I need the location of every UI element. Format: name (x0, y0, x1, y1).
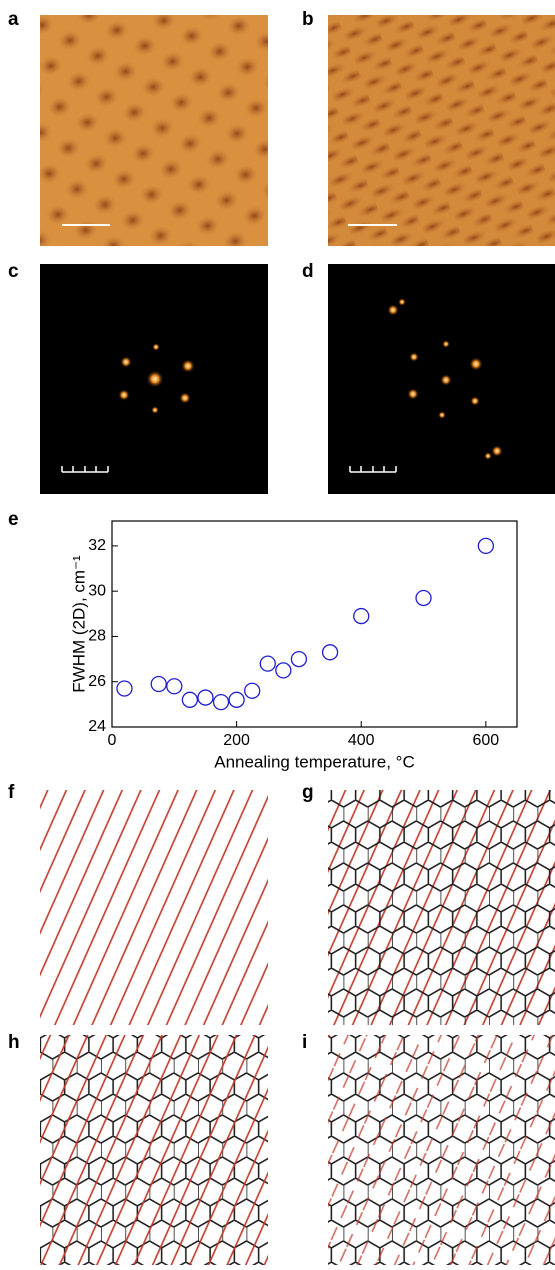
x-tick-label: 200 (223, 732, 250, 749)
y-tick-label: 28 (88, 628, 106, 645)
y-tick-label: 26 (88, 673, 106, 690)
afm-images (40, 15, 555, 246)
panel-label: c (8, 261, 19, 282)
panel-label: b (302, 9, 314, 30)
data-point (181, 691, 199, 708)
panel-label: i (302, 1032, 307, 1053)
afm-image (328, 15, 555, 246)
data-point (166, 678, 183, 695)
lattice-diagrams (40, 790, 555, 1265)
data-point (259, 655, 276, 672)
panel-labels: a b c d e f g h i (8, 9, 314, 1053)
data-point (228, 691, 245, 708)
fft-spots (118, 343, 195, 414)
data-point (290, 650, 308, 668)
fft-images (40, 264, 555, 494)
stripe-lattice (40, 790, 268, 1025)
afm-image (40, 15, 268, 246)
data-point (244, 682, 261, 699)
y-tick-label: 30 (88, 582, 106, 599)
scale-bar (61, 466, 109, 473)
stripe-lattice (40, 1035, 268, 1265)
y-tick-label: 32 (88, 537, 106, 554)
data-point (150, 675, 167, 693)
data-point (275, 662, 292, 679)
x-axis-label: Annealing temperature, °C (214, 752, 415, 771)
stripe-lattice (328, 1035, 555, 1265)
data-point (212, 693, 230, 711)
hex-lattice (328, 790, 555, 1025)
data-point (477, 537, 494, 555)
y-tick-label: 24 (88, 718, 106, 735)
data-point (197, 689, 214, 706)
chart-e: 0 200 400 600 24 26 28 30 32 Annealing temperatur… (69, 520, 518, 771)
data-point (321, 644, 339, 661)
fft-spots (387, 298, 503, 460)
data-point (415, 589, 432, 607)
panel-label: g (302, 782, 314, 803)
panel-label: e (8, 509, 19, 530)
panel-label: a (8, 9, 19, 30)
plot-frame (111, 520, 518, 728)
data-point (353, 607, 370, 625)
scale-bar (349, 466, 397, 473)
x-tick-label: 600 (472, 732, 499, 749)
panel-label: f (8, 782, 15, 803)
data-point (116, 680, 133, 697)
y-axis-label: FWHM (2D), cm⁻¹ (69, 555, 88, 693)
panel-label: h (8, 1032, 20, 1053)
panel-label: d (302, 261, 314, 282)
x-tick-label: 400 (348, 732, 375, 749)
x-tick-label: 0 (108, 732, 117, 749)
